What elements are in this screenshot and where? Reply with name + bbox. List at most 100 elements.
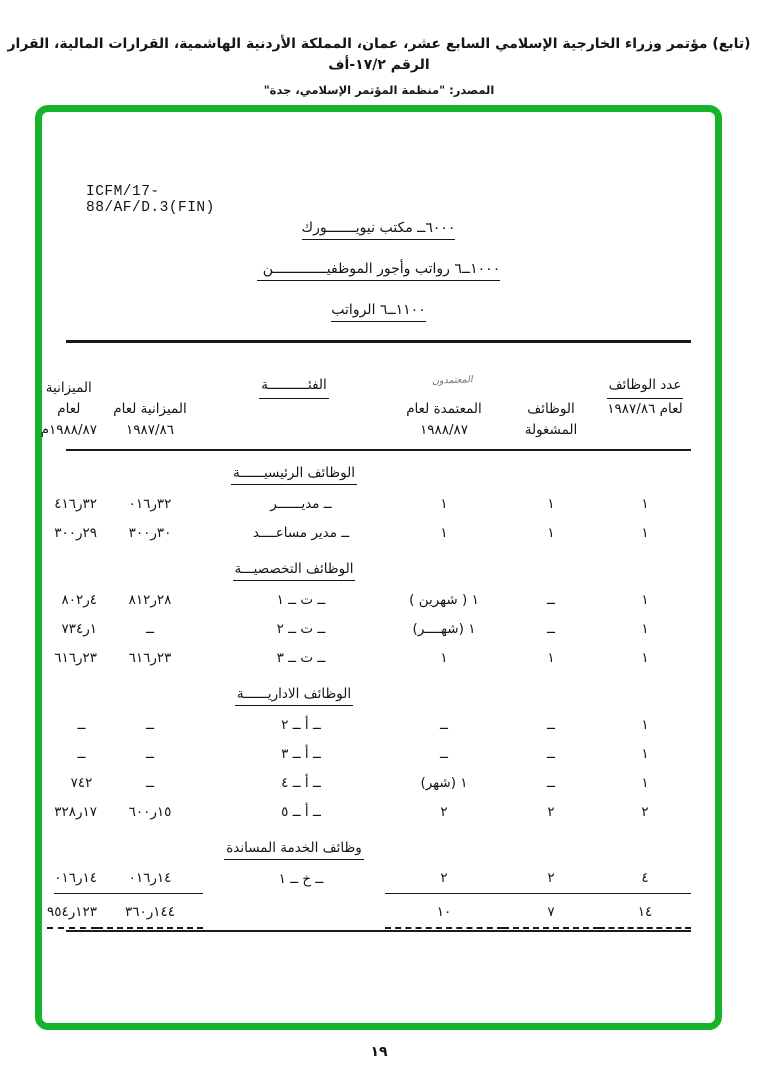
cell-budget-8687: ــ <box>146 620 154 637</box>
cell-budget-8788: ١٤ر٠١٦ <box>54 864 97 894</box>
cell-budget-8687: ١٤٤ر٣٦٠ <box>97 896 203 929</box>
cell-approved: ١ ( شهرين ) <box>409 591 479 608</box>
cell-budget-8687: ٢٨ر٨١٢ <box>128 591 172 608</box>
cell-category: ــ مديــــــر <box>270 495 332 512</box>
section-heading-row: الوظائف التخصصيـــة <box>66 561 691 581</box>
cell-count-8687: ٤ <box>599 864 691 894</box>
cell-budget-8687: ٣٠ر٣٠٠ <box>128 524 172 541</box>
cell-occupied: ــ <box>547 745 555 762</box>
cell-budget-8788: ١ر٧٣٤ <box>61 620 97 637</box>
handwritten-annotation: المعتمدون <box>432 374 474 387</box>
cell-occupied: ١ <box>547 649 555 666</box>
cell-budget-8788: ٣٢ر٤١٦ <box>54 495 97 512</box>
col-header-budget-8687: الميزانية لعام ١٩٨٧/٨٦ <box>113 401 187 438</box>
cell-approved: ــ <box>440 745 448 762</box>
cell-budget-8788: ١٢٣ر٩٥٤ <box>46 896 97 929</box>
cell-category: ــ خ ــ ١ <box>278 870 324 887</box>
cell-budget-8788: ٢٩ر٣٠٠ <box>54 524 97 541</box>
table-row: ١ ١ ١ ــ ت ــ ٣ ٢٣ر٦١٦ ٢٣ر٦١٦ <box>54 643 691 672</box>
cell-approved: ١ <box>440 524 448 541</box>
cell-occupied: ــ <box>547 620 555 637</box>
cell-count-8687: ١ <box>641 745 649 762</box>
cell-count-8687: ١ <box>641 524 649 541</box>
cell-count-8687: ١ <box>641 716 649 733</box>
cell-approved: ٢ <box>385 864 503 894</box>
cell-occupied: ــ <box>547 591 555 608</box>
cell-category: ــ ت ــ ١ <box>276 591 326 608</box>
heading-salaries: ١١٠٠ــ٦ الرواتب <box>42 302 715 322</box>
cell-budget-8687: ١٥ر٦٠٠ <box>128 803 172 820</box>
col-header-approved: المعتمدة لعام ١٩٨٨/٨٧ <box>406 401 482 438</box>
cell-budget-8788: ــ <box>77 716 86 733</box>
cell-budget-8788: ٤ر٨٠٢ <box>61 591 97 608</box>
cell-approved: ١ (شهر) <box>420 774 468 791</box>
section-heading-row: الوظائف الاداريــــــة <box>66 686 691 706</box>
table-row: ١ ١ ١ ــ مدير مساعــــد ٣٠ر٣٠٠ ٢٩ر٣٠٠ <box>54 518 691 547</box>
cell-budget-8687: ٣٢ر٠١٦ <box>128 495 172 512</box>
cell-count-8687: ١ <box>641 495 649 512</box>
cell-count-8687: ١ <box>641 649 649 666</box>
cell-occupied: ــ <box>547 716 555 733</box>
table-row: ٢ ٢ ٢ ــ أ ــ ٥ ١٥ر٦٠٠ ١٧ر٣٢٨ <box>54 797 691 826</box>
cell-category: ــ ت ــ ٣ <box>276 649 326 666</box>
cell-budget-8687: ــ <box>146 745 154 762</box>
table-row: ١ ــ ١ (شهر) ــ أ ــ ٤ ــ ٧٤٢ <box>66 768 691 797</box>
cell-occupied: ٢ <box>503 864 599 894</box>
cell-category: ــ أ ــ ٤ <box>281 774 321 791</box>
cell-approved: ١ (شهــــر) <box>412 620 476 637</box>
page-number: ١٩ <box>370 1044 388 1060</box>
document-reference-code: ICFM/17-88/AF/D.3(FIN) <box>86 184 215 216</box>
heading-new-york-office: ٦٠٠٠ــ مكتب نيويـــــــورك <box>42 220 715 240</box>
cell-count-8687: ١ <box>641 591 649 608</box>
section-title: وظائف الخدمة المساندة <box>203 840 385 860</box>
cell-budget-8788: ١٧ر٣٢٨ <box>54 803 97 820</box>
budget-section-headings: ٦٠٠٠ــ مكتب نيويـــــــورك ١٠٠٠ــ٦ رواتب… <box>42 220 715 343</box>
cell-budget-8788: ٢٣ر٦١٦ <box>54 649 97 666</box>
cell-category: ــ أ ــ ٥ <box>281 803 321 820</box>
cell-count-8687: ٢ <box>641 803 649 820</box>
table-header: عدد الوظائف لعام ١٩٨٧/٨٦ الوظائف المشغول… <box>41 340 691 451</box>
cell-approved: ١ <box>440 495 448 512</box>
cell-budget-8687: ــ <box>146 716 154 733</box>
cell-occupied: ٢ <box>547 803 555 820</box>
cell-approved: ١ <box>440 649 448 666</box>
source-line: المصدر: "منظمة المؤتمر الإسلامي، جدة" <box>263 83 495 97</box>
cell-budget-8687: ٢٣ر٦١٦ <box>128 649 172 666</box>
document-top-header: (تابع) مؤتمر وزراء الخارجية الإسلامي الس… <box>0 34 758 97</box>
cell-approved: ٢ <box>440 803 448 820</box>
section-heading-row: الوظائف الرئيسيــــــة <box>66 465 691 485</box>
cell-category: ــ أ ــ ٢ <box>281 716 321 733</box>
cell-occupied: ــ <box>547 774 555 791</box>
budget-table: عدد الوظائف لعام ١٩٨٧/٨٦ الوظائف المشغول… <box>41 340 691 932</box>
table-row: ١ ــ ــ ــ أ ــ ٢ ــ ــ <box>66 710 691 739</box>
col-header-budget-8788: الميزانية لعام ١٩٨٨/٨٧م <box>40 380 97 438</box>
table-row: ١ ١ ١ ــ مديــــــر ٣٢ر٠١٦ ٣٢ر٤١٦ <box>54 489 691 518</box>
section-title: الوظائف التخصصيـــة <box>203 561 385 581</box>
table-body: الوظائف الرئيسيــــــة ١ ١ ١ ــ مديــــــر ٣٢… <box>46 465 691 929</box>
col-header-positions-8687: عدد الوظائف لعام ١٩٨٧/٨٦ <box>606 377 684 417</box>
table-row: ١ ــ ــ ــ أ ــ ٣ ــ ــ <box>66 739 691 768</box>
cell-category: ــ مدير مساعــــد <box>252 524 350 541</box>
cell-budget-8788: ــ <box>77 745 86 762</box>
cell-approved: ١٠ <box>385 896 503 929</box>
conference-title-line: (تابع) مؤتمر وزراء الخارجية الإسلامي الس… <box>7 36 751 73</box>
cell-count-8687: ١ <box>641 620 649 637</box>
table-row: ١ ــ ١ (شهــــر) ــ ت ــ ٢ ــ ١ر٧٣٤ <box>61 614 691 643</box>
section-heading-row: وظائف الخدمة المساندة <box>66 840 691 860</box>
table-row: ٤ ٢ ٢ ــ خ ــ ١ ١٤ر٠١٦ ١٤ر٠١٦ <box>54 864 691 894</box>
heading-salaries-wages: ١٠٠٠ــ٦ رواتب وأجور الموظفيـــــــــــــ… <box>42 261 715 281</box>
cell-occupied: ٧ <box>503 896 599 929</box>
cell-budget-8687: ١٤ر٠١٦ <box>97 864 203 894</box>
cell-category: ــ ت ــ ٢ <box>276 620 326 637</box>
cell-budget-8687: ــ <box>146 774 154 791</box>
col-header-category: الفئــــــــــة <box>203 375 385 441</box>
table-row: ١ ــ ١ ( شهرين ) ــ ت ــ ١ ٢٨ر٨١٢ ٤ر٨٠٢ <box>61 585 691 614</box>
cell-category: ــ أ ــ ٣ <box>281 745 321 762</box>
cell-budget-8788: ٧٤٢ <box>70 774 93 791</box>
section-title: الوظائف الاداريــــــة <box>203 686 385 706</box>
cell-count-8687: ١٤ <box>599 896 691 929</box>
table-totals-row: ١٤ ٧ ١٠ ١٤٤ر٣٦٠ ١٢٣ر٩٥٤ <box>46 896 691 929</box>
col-header-occupied: الوظائف المشغولة <box>524 401 578 438</box>
cell-occupied: ١ <box>547 495 555 512</box>
